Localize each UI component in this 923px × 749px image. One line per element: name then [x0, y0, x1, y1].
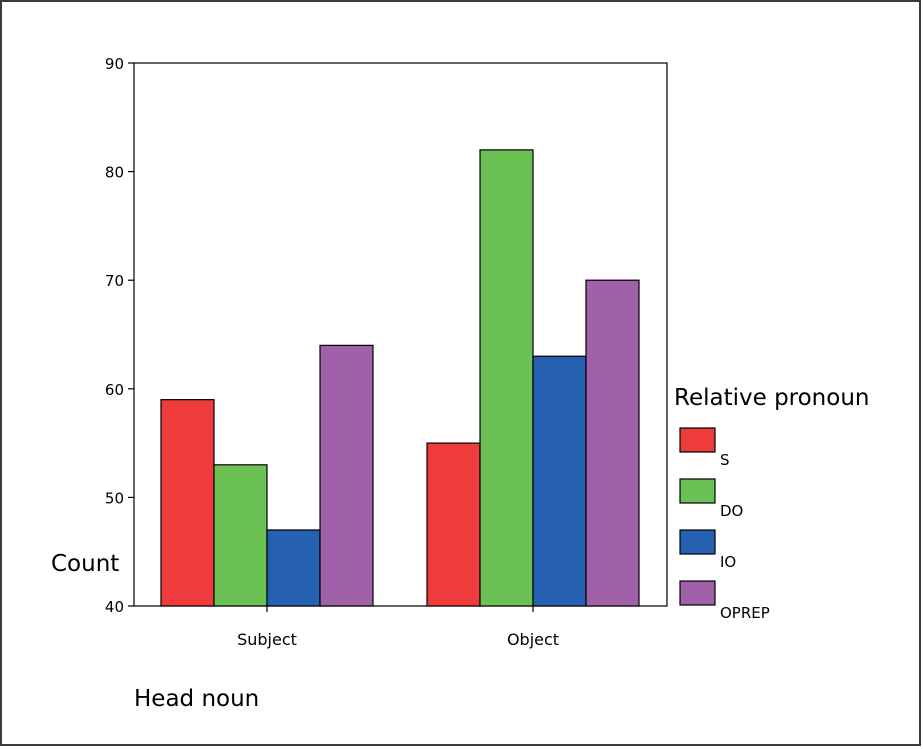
legend-label-s: S — [720, 451, 730, 469]
bars — [160, 149, 640, 607]
bar-object-do — [479, 149, 534, 607]
legend-swatch-io — [679, 529, 716, 555]
y-tick-label: 80 — [105, 164, 124, 182]
legend: Relative pronoun S DO IO OPREP — [674, 385, 870, 622]
bar-subject-oprep — [319, 344, 374, 607]
bar-subject-do — [213, 464, 268, 607]
bar-subject-s — [160, 399, 215, 607]
legend-title: Relative pronoun — [674, 385, 870, 411]
y-tick-label: 60 — [105, 381, 124, 399]
y-tick-label: 50 — [105, 489, 124, 507]
bar-object-s — [426, 442, 481, 607]
y-tick-label: 90 — [105, 55, 124, 73]
legend-label-io: IO — [720, 553, 736, 571]
legend-label-do: DO — [720, 502, 743, 520]
x-axis: Subject Object — [237, 606, 559, 649]
x-axis-title: Head noun — [134, 686, 259, 712]
bar-object-oprep — [585, 279, 640, 607]
legend-swatch-s — [679, 427, 716, 453]
y-tick-label: 40 — [105, 598, 124, 616]
x-tick-label: Subject — [237, 630, 297, 649]
bar-object-io — [532, 355, 587, 607]
y-axis: 40 50 60 70 80 90 — [105, 55, 134, 616]
x-tick-label: Object — [507, 630, 559, 649]
legend-swatch-do — [679, 478, 716, 504]
bar-subject-io — [266, 529, 321, 607]
y-axis-title: Count — [51, 551, 119, 577]
y-tick-label: 70 — [105, 272, 124, 290]
legend-swatch-oprep — [679, 580, 716, 606]
legend-label-oprep: OPREP — [720, 604, 770, 622]
